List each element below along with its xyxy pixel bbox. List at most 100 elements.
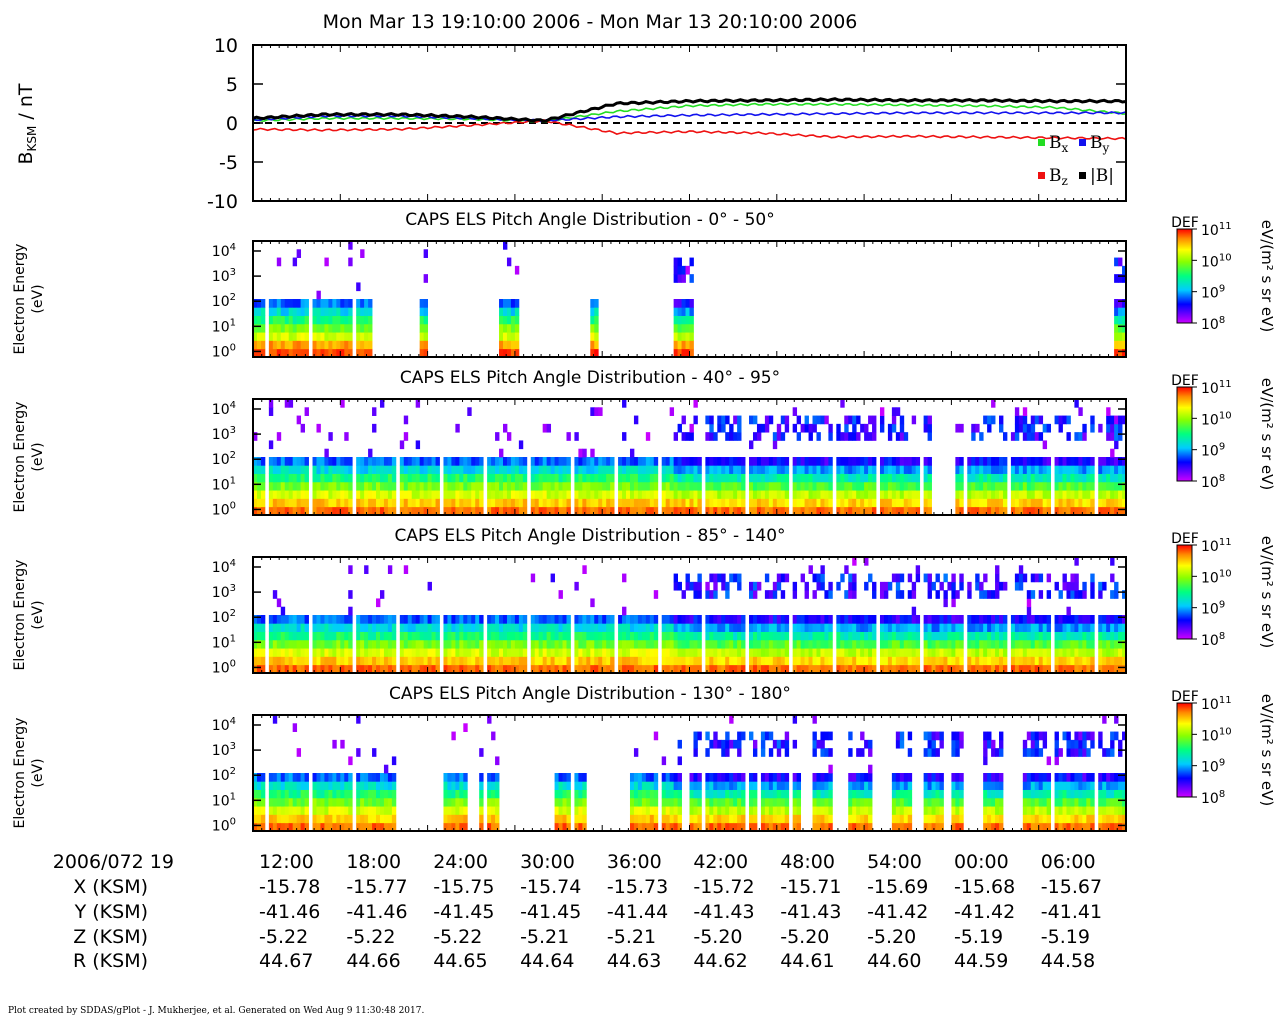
- heatmap-cell: [995, 490, 1000, 499]
- heatmap-cell: [626, 473, 631, 483]
- heatmap-cell: [1086, 639, 1091, 649]
- heatmap-panel-1: CAPS ELS Pitch Angle Distribution - 0° -…: [12, 210, 1276, 360]
- heatmap-cell: [582, 457, 587, 466]
- heatmap-cell: [344, 822, 349, 832]
- heatmap-cell: [1046, 623, 1052, 632]
- heatmap-cell: [467, 498, 472, 508]
- heatmap-cell: [852, 457, 857, 466]
- heatmap-cell: [455, 498, 460, 508]
- heatmap-cell: [633, 639, 639, 649]
- heatmap-cell: [443, 664, 448, 674]
- heatmap-cell: [344, 656, 349, 666]
- heatmap-cell: [677, 623, 682, 632]
- heatmap-cell: [296, 340, 302, 350]
- colorbar-tick-label: 1010: [1201, 410, 1232, 428]
- legend-label-by: By: [1090, 133, 1110, 155]
- heatmap-cell: [542, 498, 548, 508]
- heatmap-cell: [1054, 615, 1059, 624]
- heatmap-cell: [733, 473, 738, 483]
- heatmap-cell: [760, 481, 766, 491]
- heatmap-cell: [959, 490, 964, 499]
- heatmap-cell: [816, 581, 821, 591]
- heatmap-cell: [891, 648, 897, 657]
- heatmap-cell: [705, 506, 710, 516]
- heatmap-cell: [820, 506, 825, 516]
- heatmap-cell: [514, 664, 520, 674]
- heatmap-cell: [391, 457, 397, 466]
- heatmap-cell: [292, 348, 298, 358]
- heatmap-cell: [733, 506, 738, 516]
- heatmap-cell: [1042, 457, 1048, 466]
- heatmap-cell: [836, 639, 841, 649]
- heatmap-cell: [1098, 656, 1103, 666]
- heatmap-cell: [534, 465, 540, 474]
- heatmap-cell: [499, 506, 504, 516]
- heatmap-cell: [689, 465, 694, 474]
- heatmap-cell: [1106, 631, 1111, 641]
- heatmap-cell: [510, 457, 516, 466]
- heatmap-cell: [848, 623, 853, 632]
- heatmap-cell: [979, 623, 984, 632]
- heatmap-cell: [1018, 415, 1024, 425]
- heatmap-cell: [503, 332, 508, 341]
- heatmap-cell: [324, 340, 329, 350]
- heatmap-cell: [530, 664, 536, 674]
- heatmap-cell: [1114, 432, 1119, 441]
- heatmap-cell: [435, 623, 440, 632]
- heatmap-cell: [1074, 506, 1079, 516]
- heatmap-cell: [792, 623, 798, 632]
- heatmap-cell: [733, 498, 738, 508]
- heatmap-cell: [645, 473, 651, 483]
- heatmap-cell: [586, 639, 591, 649]
- heatmap-cell: [1102, 498, 1107, 508]
- heatmap-cell: [804, 648, 809, 657]
- heatmap-cell: [895, 581, 901, 591]
- heatmap-cell: [864, 648, 869, 657]
- heatmap-cell: [697, 639, 702, 649]
- heatmap-cell: [253, 822, 258, 832]
- heatmap-cell: [602, 465, 607, 474]
- heatmap-cell: [737, 639, 742, 649]
- heatmap-cell: [717, 415, 722, 425]
- heatmap-cell: [538, 481, 544, 491]
- heatmap-cell: [256, 490, 262, 499]
- heatmap-cell: [276, 789, 282, 799]
- heatmap-cell: [316, 639, 321, 649]
- colorbar-tick-exp: 10: [1219, 410, 1232, 421]
- heatmap-y-tick-label: 103: [212, 583, 236, 601]
- colorbar-label: DEF: [1171, 215, 1199, 231]
- heatmap-cell: [1014, 631, 1020, 641]
- heatmap-cell: [590, 315, 595, 325]
- heatmap-cell: [764, 664, 770, 674]
- heatmap-cell: [943, 664, 948, 674]
- heatmap-cell: [256, 481, 262, 491]
- heatmap-cell: [812, 639, 817, 649]
- heatmap-y-tick-exp: 2: [230, 608, 236, 619]
- heatmap-cell: [610, 615, 615, 624]
- heatmap-cell: [1106, 407, 1111, 416]
- heatmap-cell: [479, 481, 484, 491]
- heatmap-cell: [955, 473, 960, 483]
- heatmap-cell: [419, 473, 425, 483]
- heatmap-cell: [633, 498, 639, 508]
- heatmap-cell: [566, 506, 571, 516]
- heatmap-cell: [697, 648, 702, 657]
- heatmap-cell: [558, 797, 563, 807]
- heatmap-cell: [1014, 423, 1020, 433]
- heatmap-cell: [741, 631, 746, 641]
- heatmap-cell: [824, 481, 829, 491]
- heatmap-cell: [796, 415, 802, 425]
- heatmap-cell: [955, 615, 960, 624]
- heatmap-cell: [562, 664, 567, 674]
- heatmap-cell: [272, 615, 278, 624]
- heatmap-cell: [447, 814, 452, 824]
- heatmap-cell: [1026, 490, 1032, 499]
- heatmap-cell: [983, 481, 988, 491]
- heatmap-cell: [1090, 490, 1095, 499]
- heatmap-cell: [284, 814, 290, 824]
- heatmap-cell: [1042, 465, 1048, 474]
- heatmap-cell: [538, 648, 544, 657]
- heatmap-cell: [340, 299, 345, 308]
- heatmap-cell: [756, 656, 762, 666]
